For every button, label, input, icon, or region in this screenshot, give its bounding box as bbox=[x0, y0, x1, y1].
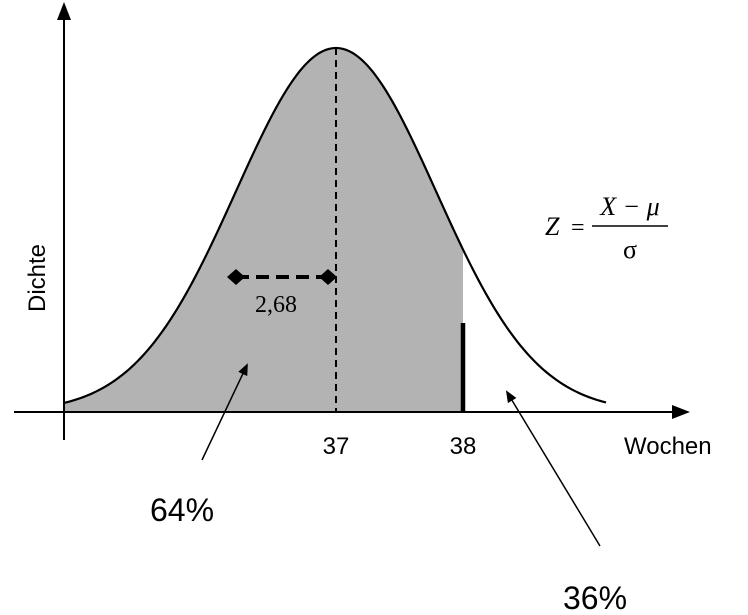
tick-label-37: 37 bbox=[323, 433, 350, 460]
formula-lhs: Z bbox=[545, 212, 560, 241]
tick-label-38: 38 bbox=[450, 433, 477, 460]
left-area-pointer bbox=[201, 363, 248, 461]
y-axis-arrow-icon bbox=[57, 2, 71, 20]
right-area-pointer bbox=[505, 390, 601, 547]
left-area-percent: 64% bbox=[150, 492, 214, 528]
formula-equals: = bbox=[571, 215, 585, 241]
y-axis-label: Dichte bbox=[24, 244, 51, 312]
formula-denominator: σ bbox=[623, 235, 637, 264]
shaded-area-64-percent bbox=[64, 48, 463, 412]
std-dev-left-diamond-icon bbox=[227, 269, 245, 285]
right-area-percent: 36% bbox=[563, 580, 627, 615]
std-dev-right-diamond-icon bbox=[319, 269, 337, 285]
x-axis-arrow-icon bbox=[672, 405, 690, 419]
x-axis-label: Wochen bbox=[624, 433, 712, 460]
std-dev-label: 2,68 bbox=[255, 292, 297, 318]
formula-numerator: X − μ bbox=[599, 192, 659, 221]
